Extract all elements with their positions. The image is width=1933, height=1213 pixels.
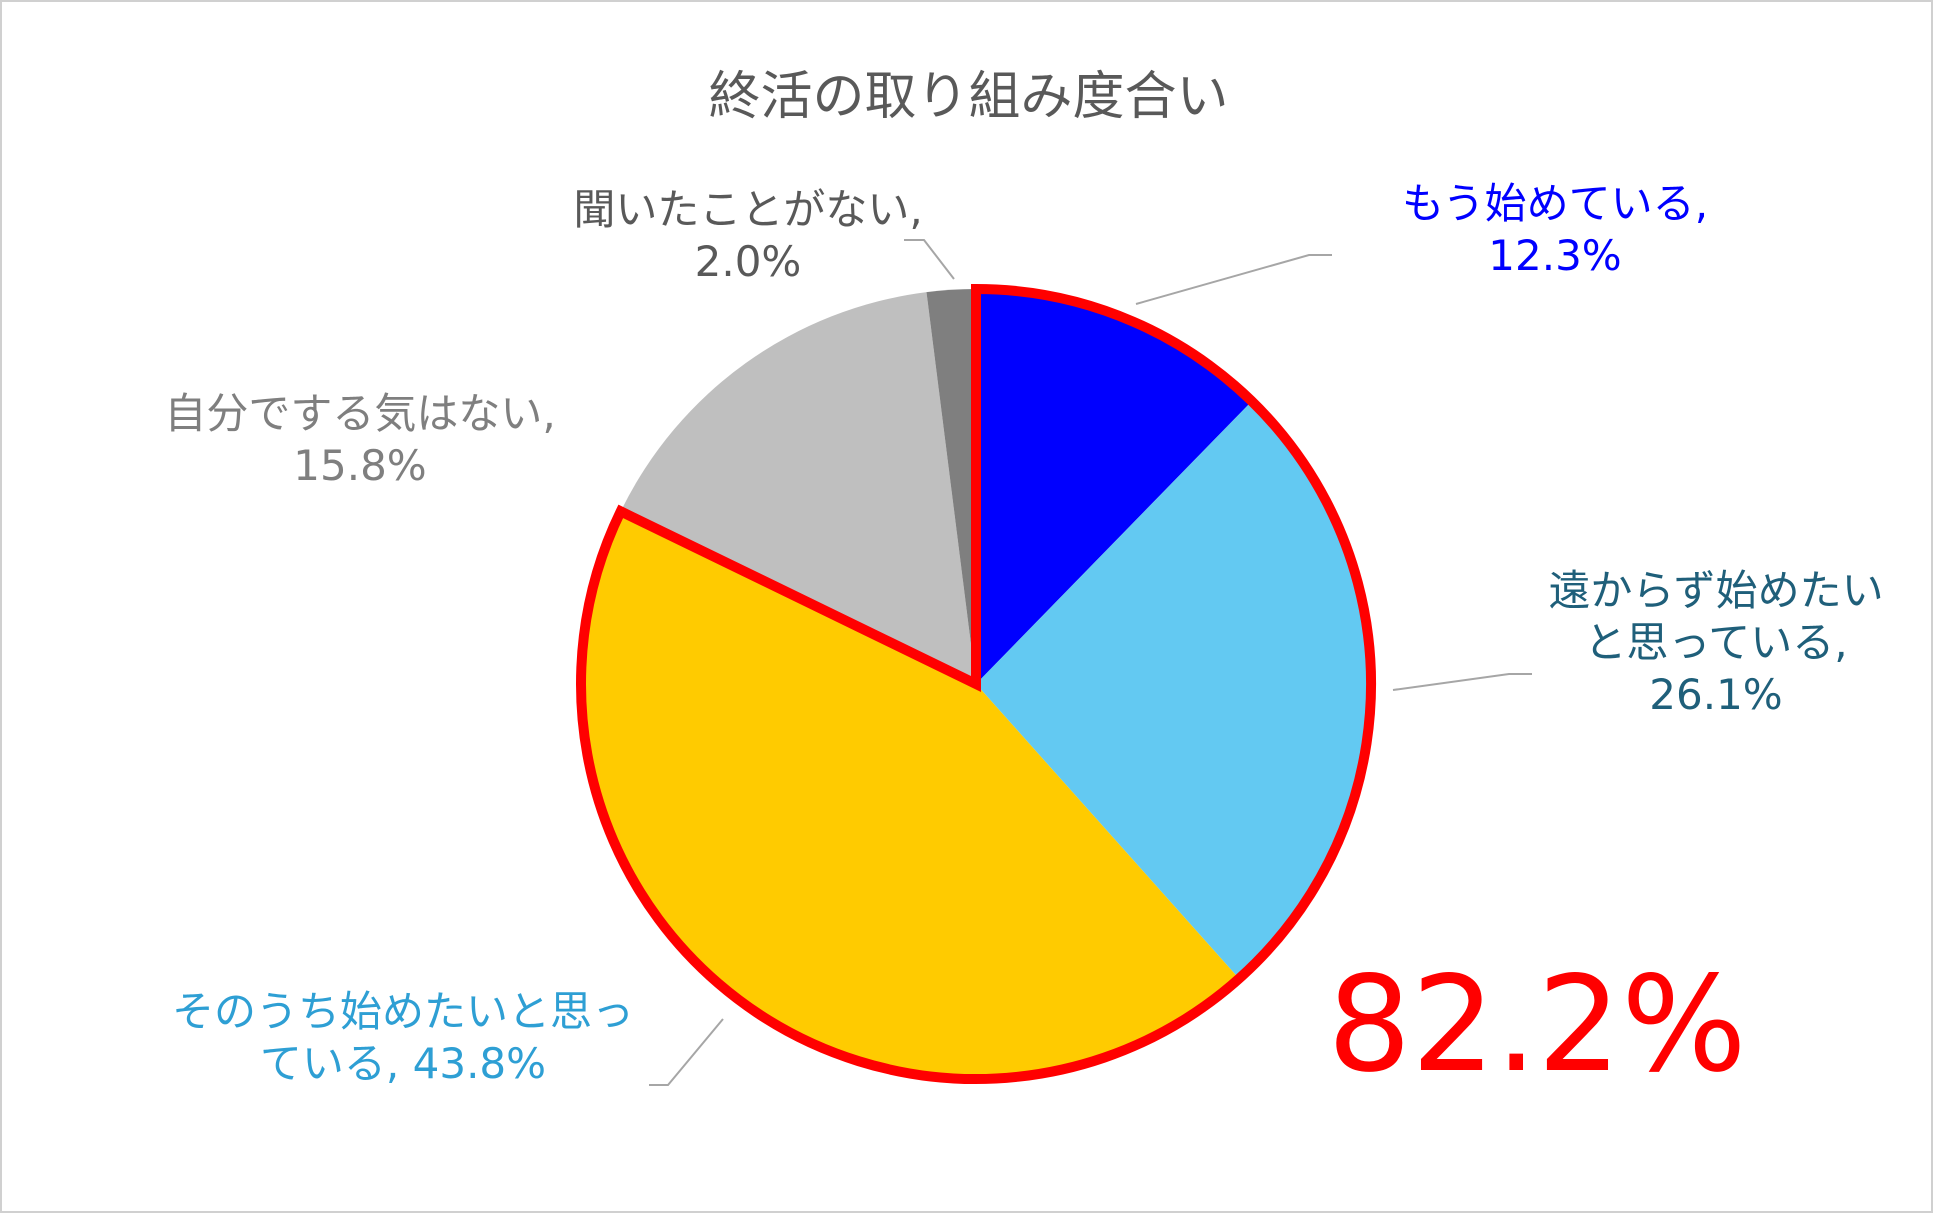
data-label: 遠からず始めたいと思っている, 26.1% xyxy=(1546,565,1886,721)
label-separator: , xyxy=(385,1039,400,1088)
pie-slice xyxy=(926,289,976,684)
data-label: そのうち始めたいと思っている, 43.8% xyxy=(153,986,653,1090)
value-label: 26.1% xyxy=(1649,670,1783,719)
category-label: もう始めている xyxy=(1401,179,1695,228)
highlight-outline xyxy=(576,283,1376,1084)
value-label: 12.3% xyxy=(1488,231,1622,280)
data-label: 聞いたことがない, 2.0% xyxy=(538,184,958,288)
label-separator: , xyxy=(1834,618,1848,667)
value-label: 2.0% xyxy=(694,237,802,286)
highlight-label: 82.2% xyxy=(1327,948,1747,1102)
value-label: 15.8% xyxy=(293,441,427,490)
pie-slice xyxy=(580,511,1240,1080)
category-label: 遠からず始めたいと思っている xyxy=(1548,566,1884,667)
label-separator: , xyxy=(542,389,556,438)
label-separator: , xyxy=(1694,179,1709,228)
pie-slice xyxy=(976,289,1252,684)
category-label: 聞いたことがない xyxy=(573,185,910,234)
category-label: そのうち始めたいと思っている xyxy=(171,987,634,1088)
leader-line xyxy=(649,1018,724,1086)
label-separator: , xyxy=(909,185,923,234)
leader-line xyxy=(1135,254,1332,305)
value-label: 43.8% xyxy=(412,1039,547,1088)
leader-line xyxy=(904,239,955,280)
category-label: 自分でする気はない xyxy=(164,389,543,438)
pie-slice xyxy=(620,292,976,684)
leader-lines xyxy=(649,239,1532,1086)
data-label: 自分でする気はない, 15.8% xyxy=(120,388,600,492)
data-label: もう始めている, 12.3% xyxy=(1375,178,1735,282)
pie-slice xyxy=(976,401,1371,979)
chart-title: 終活の取り組み度合い xyxy=(708,67,1229,127)
leader-line xyxy=(1392,673,1532,691)
